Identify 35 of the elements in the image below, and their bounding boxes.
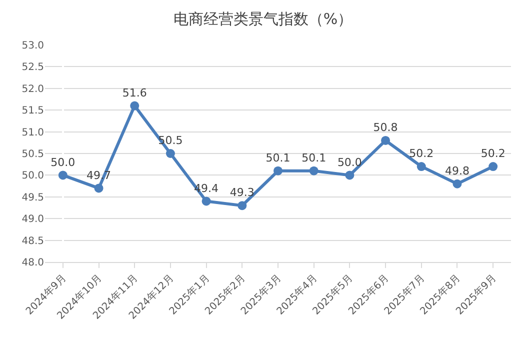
y-tick-label: 50.5 bbox=[22, 149, 44, 160]
point bbox=[274, 166, 282, 176]
data-label: 50.2 bbox=[409, 147, 434, 160]
y-tick-label: 49.5 bbox=[22, 192, 44, 204]
y-tick-label: 53.0 bbox=[22, 40, 44, 52]
data-label: 50.1 bbox=[266, 151, 290, 164]
data-label: 50.1 bbox=[302, 151, 326, 164]
point bbox=[452, 179, 462, 188]
y-tick-label: 49.0 bbox=[22, 214, 44, 226]
point bbox=[58, 170, 68, 180]
point bbox=[202, 196, 211, 206]
data-label: 50.0 bbox=[50, 156, 76, 169]
point bbox=[416, 162, 426, 172]
point bbox=[166, 149, 175, 158]
data-label: 50.0 bbox=[337, 156, 362, 169]
point bbox=[130, 101, 140, 110]
point bbox=[488, 162, 498, 172]
data-label: 50.8 bbox=[373, 121, 398, 134]
point bbox=[309, 166, 318, 176]
y-tick-label: 48.5 bbox=[22, 236, 44, 247]
y-tick-label: 52.0 bbox=[22, 84, 44, 95]
point bbox=[238, 201, 247, 210]
y-tick-label: 52.5 bbox=[22, 62, 44, 74]
y-tick-label: 51.0 bbox=[22, 127, 44, 138]
point bbox=[94, 184, 104, 193]
data-label: 51.6 bbox=[122, 86, 147, 100]
data-label: 50.2 bbox=[480, 147, 506, 160]
data-label: 49.8 bbox=[444, 164, 470, 178]
y-tick-label: 48.0 bbox=[22, 258, 44, 268]
y-tick-label: 50.0 bbox=[22, 170, 44, 182]
point bbox=[345, 170, 354, 180]
data-label: 49.3 bbox=[230, 186, 254, 200]
y-tick-label: 51.5 bbox=[22, 106, 44, 117]
chart-title: 电商经营类景气指数（%） bbox=[173, 10, 353, 28]
point bbox=[381, 136, 390, 145]
